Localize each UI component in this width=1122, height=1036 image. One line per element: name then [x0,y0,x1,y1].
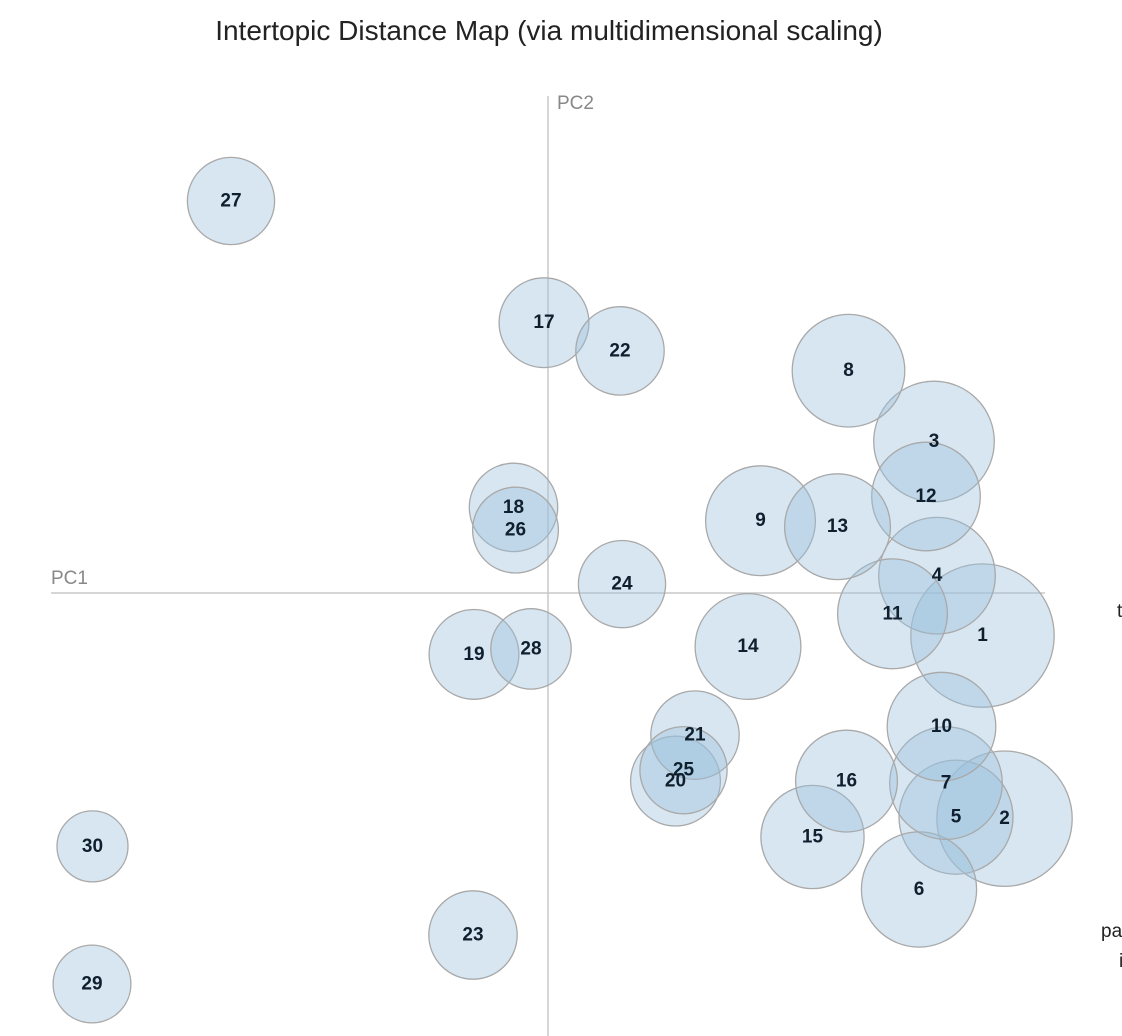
topic-bubble-17[interactable] [498,277,590,369]
topic-bubble-2[interactable] [936,750,1073,888]
topic-bubble-18[interactable] [468,462,559,553]
pc2-axis-label: PC2 [557,93,594,114]
clipped-text-fragment: t [1117,601,1122,622]
topic-bubble-29[interactable] [52,944,132,1024]
pc1-axis-label: PC1 [51,568,88,589]
topic-bubble-12[interactable] [871,441,981,552]
topic-bubble-26[interactable] [471,486,560,574]
topic-bubble-9[interactable] [704,465,817,577]
topic-bubbles [52,156,1073,1024]
topic-bubble-16[interactable] [794,729,899,833]
topic-bubble-30[interactable] [56,810,129,883]
topic-bubble-5[interactable] [898,759,1014,875]
topic-bubble-10[interactable] [886,671,997,782]
topic-bubble-11[interactable] [836,558,949,670]
topic-bubble-21[interactable] [650,690,740,780]
topic-bubble-14[interactable] [694,592,802,701]
topic-bubble-8[interactable] [791,313,906,428]
chart-title: Intertopic Distance Map (via multidimens… [215,15,883,46]
clipped-text-fragment: pa [1101,921,1122,942]
topic-bubble-27[interactable] [186,156,276,246]
topic-bubble-19[interactable] [428,608,520,700]
topic-bubble-25[interactable] [639,725,728,815]
topic-bubble-3[interactable] [873,380,995,503]
topic-bubble-28[interactable] [490,608,572,690]
topic-bubble-6[interactable] [860,831,978,948]
topic-bubble-15[interactable] [760,784,865,890]
topic-bubble-23[interactable] [428,890,518,980]
topic-bubble-22[interactable] [575,306,665,396]
topic-bubble-24[interactable] [577,539,667,629]
topic-bubble-1[interactable] [910,563,1055,708]
clipped-text-fragment: i [1119,951,1122,972]
topic-bubble-13[interactable] [783,473,892,581]
topic-bubble-20[interactable] [629,735,722,827]
topic-bubble-7[interactable] [889,726,1003,841]
topic-bubble-4[interactable] [878,516,996,635]
